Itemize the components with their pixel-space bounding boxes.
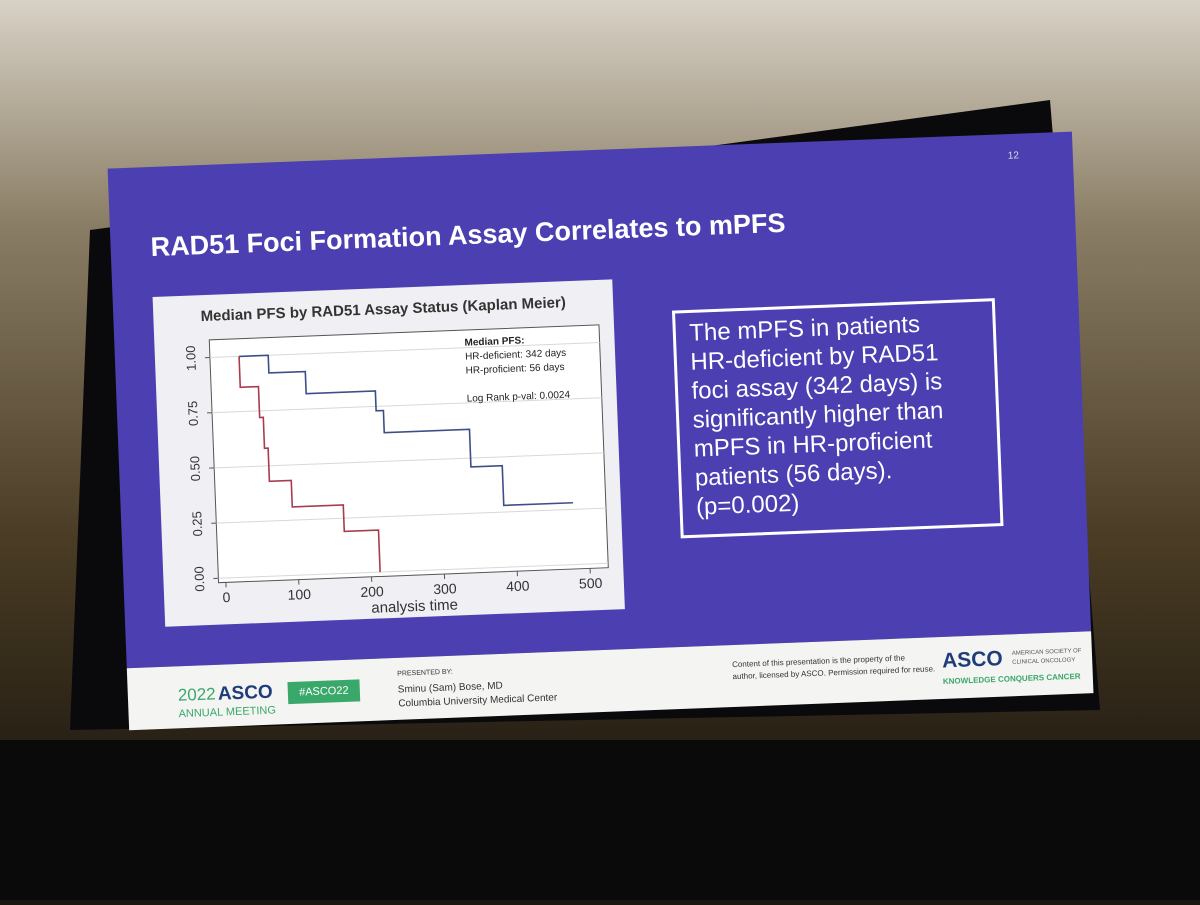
x-axis-label: analysis time — [371, 596, 458, 616]
annotation: Median PFS: — [464, 335, 524, 348]
footer-year: 2022 — [178, 684, 217, 704]
x-tick-label: 300 — [433, 580, 457, 597]
x-tick-label: 0 — [222, 589, 231, 605]
y-tick-label: 0.25 — [189, 511, 205, 537]
footer-meeting-logo: ASCO — [217, 682, 273, 705]
x-tick-label: 500 — [579, 575, 603, 592]
y-tick-label: 0.50 — [187, 456, 203, 482]
callout-line: (p=0.002) — [696, 490, 800, 521]
y-tick-label: 1.00 — [183, 345, 199, 371]
x-tick-label: 100 — [287, 586, 311, 603]
page-number: 12 — [1008, 150, 1020, 161]
y-tick-label: 0.00 — [191, 566, 207, 592]
footer-hashtag: #ASCO22 — [299, 685, 349, 699]
x-tick-label: 400 — [506, 577, 530, 594]
x-tick-label: 200 — [360, 583, 384, 600]
stage-front — [0, 740, 1200, 900]
footer-asco-logo: ASCO — [942, 647, 1004, 672]
y-tick-label: 0.75 — [185, 400, 201, 426]
slide: 12 RAD51 Foci Formation Assay Correlates… — [108, 132, 1094, 731]
